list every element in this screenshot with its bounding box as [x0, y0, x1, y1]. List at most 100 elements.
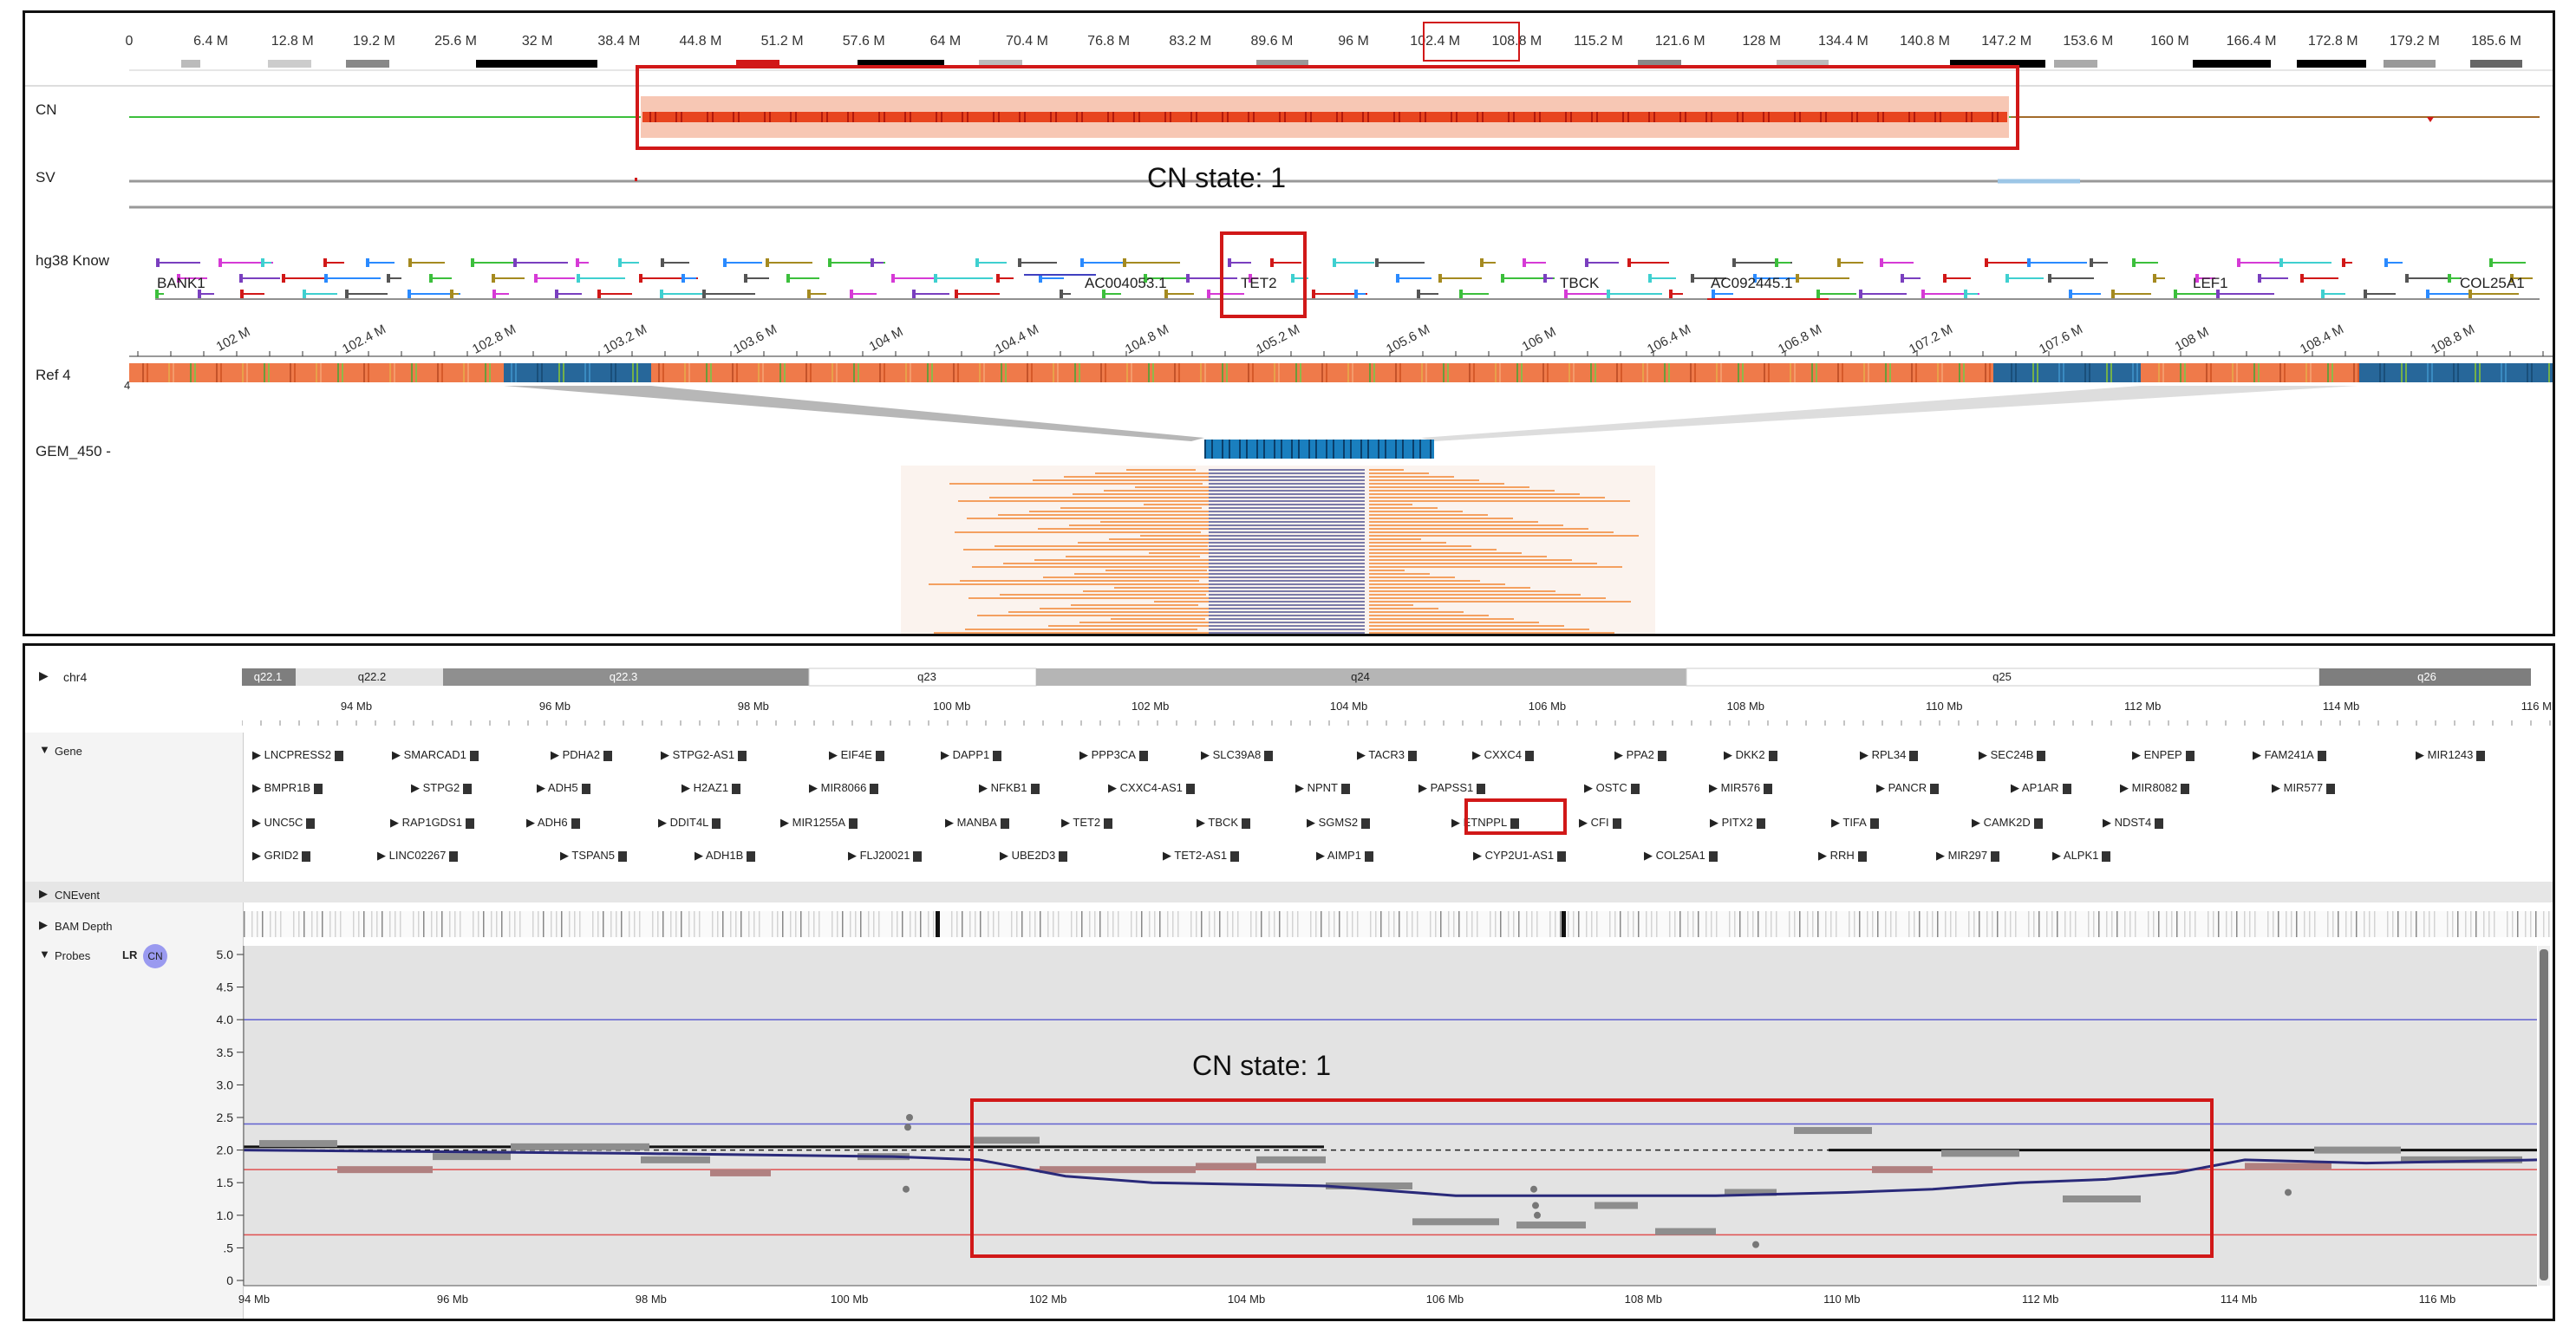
bam-stripe	[1495, 911, 1497, 937]
igv-gene[interactable]: ▶ FLJ20021	[848, 849, 923, 863]
gene-label-ac004053: AC004053.1	[1085, 275, 1167, 291]
igv-gene[interactable]: ▶ PPP3CA	[1079, 748, 1148, 762]
igv-gene[interactable]: ▶ MIR576	[1709, 781, 1773, 795]
igv-gene[interactable]: ▶ OSTC	[1584, 781, 1640, 795]
igv-gene[interactable]: ▶ CXXC4	[1472, 748, 1534, 762]
igv-gene[interactable]: ▶ RRH	[1818, 849, 1867, 863]
igv-gene[interactable]: ▶ ENPEP	[2132, 748, 2194, 762]
igv-gene[interactable]: ▶ TACR3	[1357, 748, 1418, 762]
igv-gene[interactable]: ▶ ALPK1	[2052, 849, 2111, 863]
probe-segment	[641, 1156, 710, 1163]
igv-gene[interactable]: ▶ BMPR1B	[252, 781, 323, 795]
gene-track-toggle[interactable]: ▼	[39, 743, 50, 756]
igv-gene-label: CFI	[1590, 816, 1609, 829]
read-left	[1149, 552, 1237, 554]
igv-gene[interactable]: ▶ COL25A1	[1644, 849, 1718, 863]
igv-gene[interactable]: ▶ GRID2	[252, 849, 311, 863]
bam-stripe	[2057, 911, 2058, 937]
igv-gene[interactable]: ▶ DAPP1	[941, 748, 1002, 762]
ref-stripe	[836, 363, 838, 382]
track-label-genes: hg38 Know	[36, 252, 110, 269]
igv-gene[interactable]: ▶ NPNT	[1295, 781, 1350, 795]
igv-gene[interactable]: ▶ PPA2	[1614, 748, 1666, 762]
igv-gene[interactable]: ▶ CYP2U1-AS1	[1473, 849, 1567, 863]
igv-gene[interactable]: ▶ FAM241A	[2253, 748, 2326, 762]
bam-stripe	[639, 911, 641, 937]
bam-stripe	[2267, 911, 2269, 937]
cn-badge[interactable]: CN	[143, 944, 167, 968]
ref-stripe	[2210, 363, 2212, 382]
ref-stripe	[1694, 363, 1696, 382]
igv-gene[interactable]: ▶ PITX2	[1710, 816, 1765, 830]
igv-gene[interactable]: ▶ PANCR	[1876, 781, 1940, 795]
igv-gene[interactable]: ▶ RPL34	[1860, 748, 1919, 762]
bam-stripe	[1287, 911, 1288, 937]
igv-gene[interactable]: ▶ UNC5C	[252, 816, 316, 830]
igv-gene[interactable]: ▶ STPG2-AS1	[661, 748, 747, 762]
bam-stripe	[551, 911, 552, 937]
igv-gene[interactable]: ▶ STPG2	[411, 781, 473, 795]
read-left	[972, 566, 1244, 568]
igv-gene[interactable]: ▶ DDIT4L	[658, 816, 721, 830]
igv-gene[interactable]: ▶ AIMP1	[1316, 849, 1373, 863]
igv-gene[interactable]: ▶ MANBA	[945, 816, 1009, 830]
igv-gene[interactable]: ▶ ADH6	[526, 816, 580, 830]
igv-gene[interactable]: ▶ SMARCAD1	[392, 748, 479, 762]
igv-gene[interactable]: ▶ MIR1243	[2416, 748, 2486, 762]
igv-gene[interactable]: ▶ CFI	[1579, 816, 1621, 830]
gene-exon	[492, 274, 495, 283]
igv-gene[interactable]: ▶ SGMS2	[1307, 816, 1371, 830]
ref-stripe	[1716, 363, 1718, 382]
igv-gene[interactable]: ▶ MIR297	[1936, 849, 2000, 863]
bam-stripe	[1817, 911, 1819, 937]
ruler-top-label: 104 Mb	[1329, 700, 1368, 713]
read-core	[1209, 531, 1365, 533]
probes-track-toggle[interactable]: ▼	[39, 948, 50, 961]
bam-stripe	[928, 911, 929, 937]
igv-gene[interactable]: ▶ CAMK2D	[1972, 816, 2043, 830]
igv-gene[interactable]: ▶ LINC02267	[377, 849, 459, 863]
igv-gene[interactable]: ▶ MIR8082	[2120, 781, 2190, 795]
cnevent-track-toggle[interactable]: ▶	[39, 887, 48, 900]
igv-gene[interactable]: ▶ UBE2D3	[1000, 849, 1068, 863]
ref-stripe	[1079, 363, 1080, 382]
cn-stripe	[1534, 112, 1536, 122]
igv-gene[interactable]: ▶ TET2-AS1	[1163, 849, 1240, 863]
igv-gene[interactable]: ▶ H2AZ1	[681, 781, 741, 795]
bam-stripe	[1232, 911, 1234, 937]
bam-stripe	[2124, 911, 2126, 937]
igv-gene[interactable]: ▶ MIR1255A	[780, 816, 858, 830]
bam-track-toggle[interactable]: ▶	[39, 918, 48, 931]
igv-gene[interactable]: ▶ RAP1GDS1	[390, 816, 474, 830]
igv-gene[interactable]: ▶ TET2	[1061, 816, 1113, 830]
igv-gene[interactable]: ▶ PAPSS1	[1418, 781, 1486, 795]
gene-strand-icon: ▶	[1979, 748, 1991, 761]
y-tick-label: 1.0	[217, 1208, 234, 1222]
igv-gene[interactable]: ▶ EIF4E	[829, 748, 884, 762]
igv-gene[interactable]: ▶ AP1AR	[2011, 781, 2071, 795]
igv-gene[interactable]: ▶ NFKB1	[979, 781, 1040, 795]
igv-gene[interactable]: ▶ SLC39A8	[1201, 748, 1274, 762]
igv-gene[interactable]: ▶ SEC24B	[1979, 748, 2046, 762]
igv-gene[interactable]: ▶ MIR8066	[809, 781, 879, 795]
igv-gene[interactable]: ▶ CXXC4-AS1	[1108, 781, 1195, 795]
igv-gene-label: TACR3	[1368, 748, 1405, 761]
igv-gene[interactable]: ▶ TSPAN5	[560, 849, 627, 863]
genome-tick-label: 153.6 M	[2063, 34, 2114, 49]
bam-stripe	[1578, 911, 1580, 937]
gene-exon	[1648, 274, 1652, 283]
igv-gene[interactable]: ▶ LNCPRESS2	[252, 748, 343, 762]
igv-gene[interactable]: ▶ ADH5	[537, 781, 590, 795]
gene-exon-glyph	[747, 850, 756, 862]
igv-gene[interactable]: ▶ TIFA	[1831, 816, 1879, 830]
ideogram[interactable]	[242, 667, 2555, 687]
bam-stripe	[376, 911, 378, 937]
igv-gene[interactable]: ▶ PDHA2	[551, 748, 612, 762]
igv-gene[interactable]: ▶ ADH1B	[695, 849, 756, 863]
igv-gene[interactable]: ▶ MIR577	[2272, 781, 2336, 795]
igv-gene[interactable]: ▶ DKK2	[1724, 748, 1777, 762]
chrom-expand-toggle[interactable]: ▶	[39, 668, 49, 682]
igv-gene[interactable]: ▶ ETNPPL	[1451, 816, 1520, 830]
igv-gene[interactable]: ▶ TBCK	[1197, 816, 1251, 830]
igv-gene[interactable]: ▶ NDST4	[2103, 816, 2164, 830]
